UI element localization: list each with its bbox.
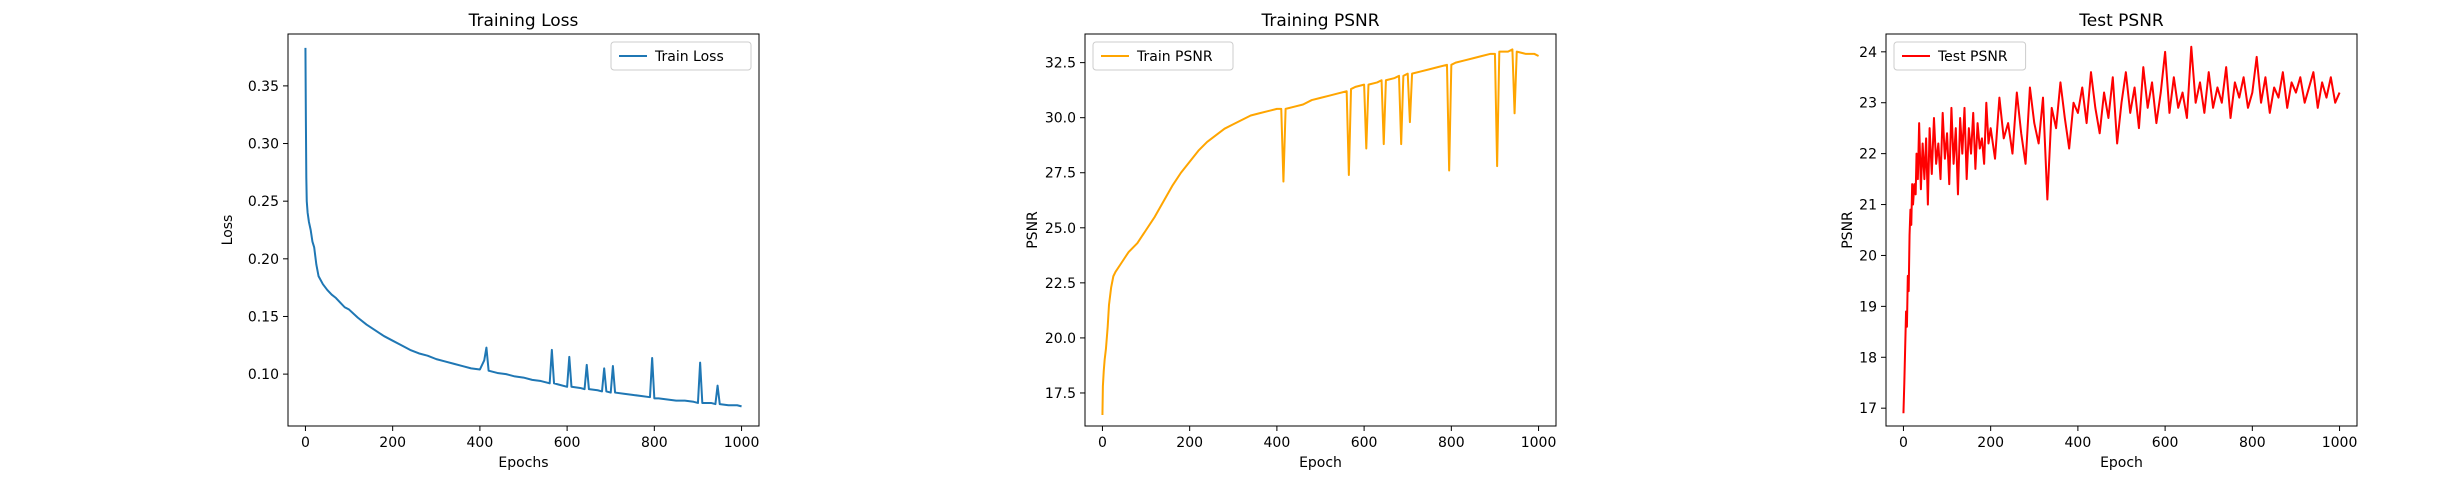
y-tick-label: 22: [1859, 147, 1877, 163]
y-tick-label: 19: [1859, 299, 1877, 315]
y-axis-label-test-psnr: PSNR: [1840, 211, 1856, 249]
x-tick-label: 200: [379, 435, 406, 451]
y-tick-label: 18: [1859, 350, 1877, 366]
x-axis-label-loss: Epochs: [498, 455, 548, 471]
axes-frame-test-psnr: [1885, 33, 2358, 427]
x-tick-label: 600: [554, 435, 581, 451]
y-axis-label-train-psnr: PSNR: [1025, 211, 1041, 249]
legend-box: [1092, 41, 1234, 71]
legend-train-psnr: Train PSNR: [1092, 41, 1234, 71]
y-tick-label: 23: [1859, 96, 1877, 112]
x-tick-label: 200: [1176, 435, 1203, 451]
legend-loss: Train Loss: [610, 41, 752, 71]
chart-loss: Training Loss 0 200 400 600 800 1000 0.10 0.15 0.…: [220, 11, 760, 471]
y-tick-label: 32.5: [1045, 56, 1076, 72]
chart-title-train-psnr: Training PSNR: [1260, 11, 1379, 31]
y-tick-label: 25.0: [1045, 221, 1076, 237]
x-axis-label-train-psnr: Epoch: [1299, 455, 1342, 471]
y-axis-label-loss: Loss: [220, 215, 236, 246]
x-tick-label: 1000: [2322, 435, 2358, 451]
x-tick-label: 200: [1977, 435, 2004, 451]
y-tick-label: 30.0: [1045, 111, 1076, 127]
y-tick-label: 20: [1859, 248, 1877, 264]
x-tick-label: 1000: [724, 435, 760, 451]
x-tick-label: 400: [467, 435, 494, 451]
y-tick-label: 0.10: [248, 367, 279, 383]
x-tick-label: 600: [1351, 435, 1378, 451]
x-tick-label: 0: [1098, 435, 1107, 451]
x-axis-label-test-psnr: Epoch: [2100, 455, 2143, 471]
x-tick-label: 800: [1438, 435, 1465, 451]
axes-frame-train-psnr: [1084, 33, 1557, 427]
legend-box: [1893, 41, 2027, 71]
chart-test-psnr: Test PSNR 0 200 400 600 800 1000 17 18 19 20 21 22 23…: [1840, 11, 2358, 471]
y-tick-label: 27.5: [1045, 166, 1076, 182]
legend-label: Train PSNR: [1136, 49, 1213, 65]
y-tick-label: 0.20: [248, 252, 279, 268]
y-tick-label: 0.15: [248, 309, 279, 325]
series-line-test-psnr: [1902, 45, 2341, 414]
legend-label: Train Loss: [654, 49, 724, 65]
axes-frame-loss: [287, 33, 760, 427]
y-tick-label: 0.30: [248, 137, 279, 153]
x-tick-label: 600: [2152, 435, 2179, 451]
legend-label: Test PSNR: [1937, 49, 2008, 65]
legend-test-psnr: Test PSNR: [1893, 41, 2027, 71]
y-tick-label: 17: [1859, 401, 1877, 417]
chart-train-psnr: Training PSNR 0 200 400 600 800 1000 17.5 20.0 22…: [1025, 11, 1557, 471]
x-tick-label: 400: [2065, 435, 2092, 451]
x-tick-label: 800: [2239, 435, 2266, 451]
y-tick-label: 17.5: [1045, 386, 1076, 402]
y-tick-label: 0.25: [248, 194, 279, 210]
series-line-loss: [304, 47, 742, 408]
x-tick-label: 800: [641, 435, 668, 451]
x-tick-label: 1000: [1521, 435, 1557, 451]
y-tick-label: 22.5: [1045, 276, 1076, 292]
legend-box: [610, 41, 752, 71]
series-line-train-psnr: [1101, 48, 1540, 416]
y-tick-label: 0.35: [248, 79, 279, 95]
x-tick-label: 0: [1899, 435, 1908, 451]
chart-title-test-psnr: Test PSNR: [2078, 11, 2164, 31]
y-tick-label: 24: [1859, 45, 1877, 61]
y-tick-label: 20.0: [1045, 331, 1076, 347]
x-tick-label: 0: [301, 435, 310, 451]
y-tick-label: 21: [1859, 198, 1877, 214]
chart-title-loss: Training Loss: [468, 11, 579, 31]
x-tick-label: 400: [1264, 435, 1291, 451]
